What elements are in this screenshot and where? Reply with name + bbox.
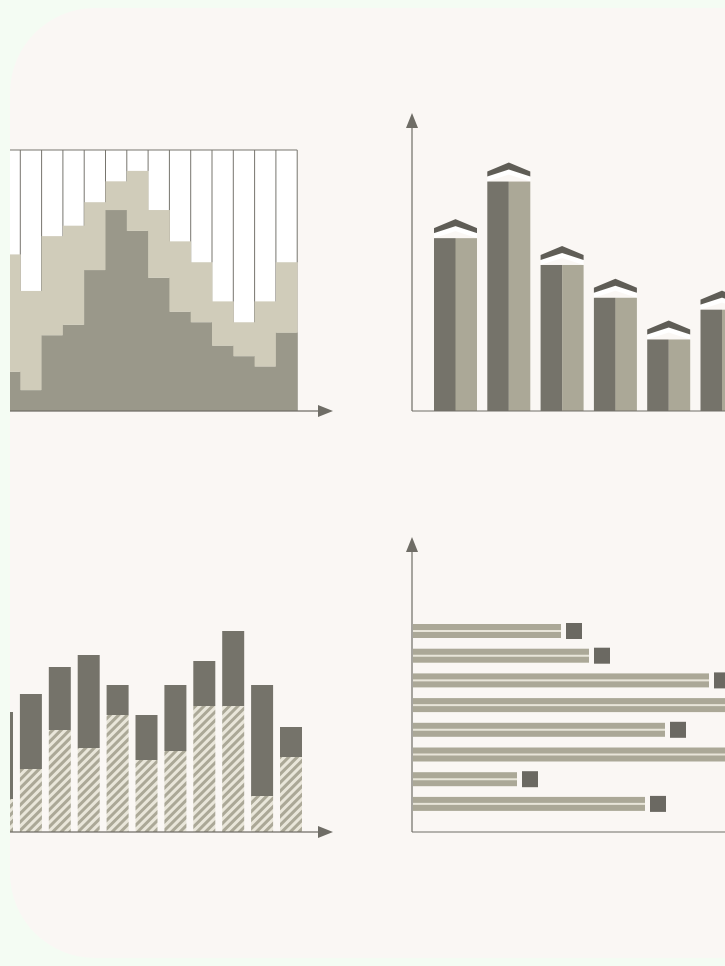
bar-cap [487, 162, 531, 177]
step-segment [41, 335, 64, 411]
step-segment [169, 311, 192, 411]
step-segment [105, 181, 128, 211]
bar-segment [48, 730, 71, 832]
bar-marker [650, 795, 666, 812]
bar-cap [700, 290, 725, 305]
bar-segment [251, 685, 274, 796]
bar-marker [566, 623, 582, 639]
bar-segment [48, 667, 71, 730]
step-segment [84, 202, 106, 271]
step-segment [62, 324, 85, 411]
bar-left [593, 297, 616, 411]
bar-stripe [434, 226, 477, 239]
bar-stripe [487, 169, 531, 182]
bar-marker [594, 647, 610, 664]
plots [10, 113, 725, 838]
bar-segment [135, 760, 158, 832]
bar-left [647, 339, 669, 411]
bar-segment [222, 631, 245, 706]
step-segment [190, 262, 213, 323]
bar-segment [251, 796, 274, 832]
bar-segment [106, 715, 129, 832]
bar-stripe [647, 327, 691, 340]
bar-right [562, 264, 584, 411]
bar-right [722, 309, 725, 411]
step-segment [20, 290, 42, 391]
bar-cap [540, 245, 584, 260]
step-segment [105, 210, 128, 411]
bar-cap [434, 219, 477, 234]
bar-left [487, 181, 509, 411]
axis-arrow [406, 537, 418, 552]
step-segment [254, 366, 277, 411]
axis-arrow [318, 826, 333, 838]
step-segment [233, 322, 255, 357]
bar-segment [164, 751, 187, 832]
bar-segment [10, 712, 13, 799]
step-segment [10, 254, 21, 372]
bar-segment [135, 715, 158, 760]
step-segment [126, 170, 149, 231]
bar-segment [280, 727, 302, 757]
bar-stripe [700, 297, 725, 310]
bar-segment [193, 661, 216, 706]
step-segment [212, 301, 234, 346]
bar-segment [280, 757, 302, 832]
bar-segment [106, 685, 129, 715]
bar-segment [19, 769, 42, 832]
bar-segment [77, 655, 100, 748]
bar-stripe [593, 285, 637, 298]
step-segment [254, 301, 277, 367]
step-segment [212, 345, 234, 411]
bar-segment [164, 685, 187, 751]
bar-left [540, 264, 563, 411]
bar-marker [714, 672, 725, 689]
bar-marker [522, 771, 538, 788]
step-segment [275, 262, 298, 333]
bar-segment [19, 694, 42, 769]
step-segment [169, 241, 192, 312]
bar-right [455, 238, 477, 411]
bar-right [508, 181, 531, 411]
step-segment [20, 390, 42, 411]
step-segment [62, 225, 85, 325]
step-segment [233, 356, 255, 411]
bar-cap [593, 278, 637, 293]
step-segment [126, 230, 149, 411]
bar-left [434, 238, 456, 411]
step-segment [41, 236, 64, 336]
step-segment [84, 270, 106, 411]
bar-cap [647, 320, 691, 335]
axis-arrow [318, 405, 333, 417]
step-segment [275, 332, 298, 411]
bar-segment [10, 799, 13, 832]
bar-left [700, 309, 722, 411]
bar-segment [222, 706, 245, 832]
step-segment [148, 210, 170, 278]
bar-right [615, 297, 637, 411]
step-segment [190, 322, 213, 411]
bar-segment [193, 706, 216, 832]
step-segment [148, 277, 170, 411]
bar-segment [77, 748, 100, 832]
bar-marker [670, 721, 686, 738]
axis-arrow [406, 113, 418, 128]
bar-stripe [540, 252, 584, 265]
step-segment [10, 371, 21, 411]
bar-right [668, 339, 691, 411]
